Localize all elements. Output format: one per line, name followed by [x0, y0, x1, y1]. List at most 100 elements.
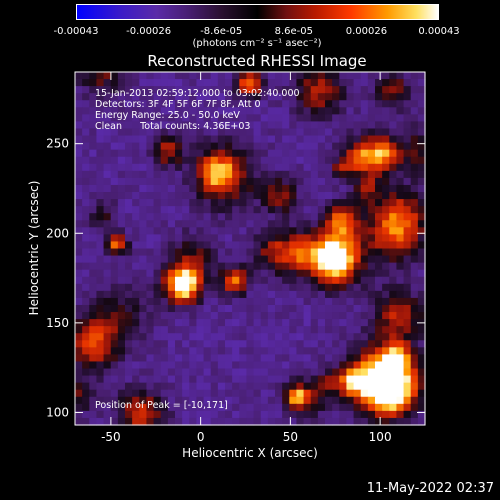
- heatmap-cell: [153, 79, 162, 87]
- heatmap-cell: [210, 403, 219, 412]
- x-axis-label: Heliocentric X (arcsec): [182, 446, 318, 460]
- heatmap-cell: [289, 354, 298, 363]
- heatmap-cell: [182, 100, 190, 108]
- heatmap-cell: [96, 304, 105, 313]
- heatmap-cell: [167, 86, 176, 94]
- heatmap-cell: [89, 241, 98, 250]
- heatmap-cell: [160, 135, 169, 144]
- heatmap-cell: [239, 396, 248, 405]
- heatmap-cell: [225, 417, 233, 426]
- heatmap-cell: [182, 417, 190, 426]
- heatmap-cell: [132, 199, 140, 207]
- heatmap-cell: [396, 93, 405, 101]
- heatmap-cell: [110, 382, 119, 391]
- heatmap-cell: [139, 128, 148, 137]
- heatmap-cell: [232, 220, 240, 228]
- heatmap-cell: [332, 354, 340, 363]
- heatmap-cell: [382, 86, 390, 94]
- heatmap-cell: [253, 333, 262, 341]
- heatmap-cell: [260, 93, 269, 101]
- heatmap-cell: [346, 417, 355, 426]
- heatmap-cell: [375, 340, 383, 348]
- heatmap-cell: [303, 304, 312, 313]
- heatmap-cell: [339, 304, 348, 313]
- heatmap-cell: [232, 149, 240, 158]
- heatmap-cell: [382, 199, 390, 207]
- heatmap-cell: [232, 248, 240, 257]
- heatmap-cell: [353, 79, 362, 87]
- heatmap-cell: [153, 368, 162, 377]
- heatmap-cell: [75, 276, 83, 285]
- heatmap-cell: [332, 375, 340, 384]
- heatmap-cell: [139, 389, 148, 398]
- heatmap-cell: [296, 128, 305, 137]
- heatmap-cell: [175, 417, 183, 426]
- heatmap-cell: [367, 199, 376, 207]
- heatmap-cell: [360, 403, 369, 412]
- heatmap-cell: [153, 255, 162, 264]
- heatmap-cell: [117, 354, 126, 363]
- heatmap-cell: [232, 368, 240, 377]
- heatmap-cell: [239, 135, 248, 144]
- heatmap-cell: [132, 403, 140, 412]
- heatmap-cell: [167, 121, 176, 130]
- heatmap-cell: [267, 170, 276, 179]
- heatmap-cell: [339, 86, 348, 94]
- heatmap-cell: [360, 262, 369, 271]
- heatmap-cell: [417, 206, 426, 214]
- heatmap-cell: [260, 234, 269, 243]
- heatmap-cell: [189, 319, 198, 327]
- heatmap-cell: [403, 156, 412, 165]
- heatmap-cell: [325, 79, 333, 87]
- heatmap-cell: [153, 93, 162, 101]
- heatmap-cell: [367, 410, 376, 419]
- heatmap-cell: [189, 227, 198, 235]
- heatmap-cell: [225, 163, 233, 172]
- heatmap-cell: [232, 297, 240, 306]
- heatmap-cell: [196, 93, 205, 101]
- heatmap-cell: [382, 79, 390, 87]
- heatmap-cell: [75, 234, 83, 243]
- heatmap-cell: [153, 326, 162, 334]
- heatmap-cell: [346, 156, 355, 165]
- heatmap-cell: [146, 135, 155, 144]
- heatmap-cell: [132, 192, 140, 200]
- heatmap-cell: [375, 297, 383, 306]
- heatmap-cell: [210, 396, 219, 405]
- heatmap-cell: [82, 213, 90, 221]
- heatmap-cell: [260, 192, 269, 200]
- heatmap-cell: [382, 220, 390, 228]
- heatmap-cell: [153, 354, 162, 363]
- heatmap-cell: [139, 347, 148, 355]
- heatmap-cell: [75, 192, 83, 200]
- heatmap-cell: [339, 283, 348, 292]
- heatmap-cell: [403, 297, 412, 306]
- heatmap-cell: [353, 269, 362, 278]
- heatmap-cell: [117, 241, 126, 250]
- heatmap-cell: [253, 290, 262, 299]
- heatmap-cell: [89, 100, 98, 108]
- heatmap-cell: [175, 283, 183, 292]
- heatmap-cell: [346, 354, 355, 363]
- heatmap-cell: [139, 319, 148, 327]
- heatmap-cell: [203, 100, 212, 108]
- heatmap-cell: [310, 354, 319, 363]
- heatmap-cell: [239, 234, 248, 243]
- heatmap-cell: [125, 248, 133, 257]
- heatmap-cell: [110, 269, 119, 278]
- heatmap-cell: [389, 297, 398, 306]
- heatmap-cell: [132, 262, 140, 271]
- heatmap-cell: [110, 72, 119, 80]
- heatmap-cell: [75, 227, 83, 235]
- heatmap-cell: [232, 262, 240, 271]
- heatmap-cell: [260, 290, 269, 299]
- heatmap-cell: [146, 199, 155, 207]
- heatmap-cell: [146, 340, 155, 348]
- heatmap-cell: [89, 234, 98, 243]
- heatmap-cell: [232, 93, 240, 101]
- heatmap-cell: [410, 319, 419, 327]
- heatmap-cell: [160, 375, 169, 384]
- heatmap-cell: [332, 156, 340, 165]
- heatmap-cell: [389, 206, 398, 214]
- heatmap-cell: [282, 121, 290, 130]
